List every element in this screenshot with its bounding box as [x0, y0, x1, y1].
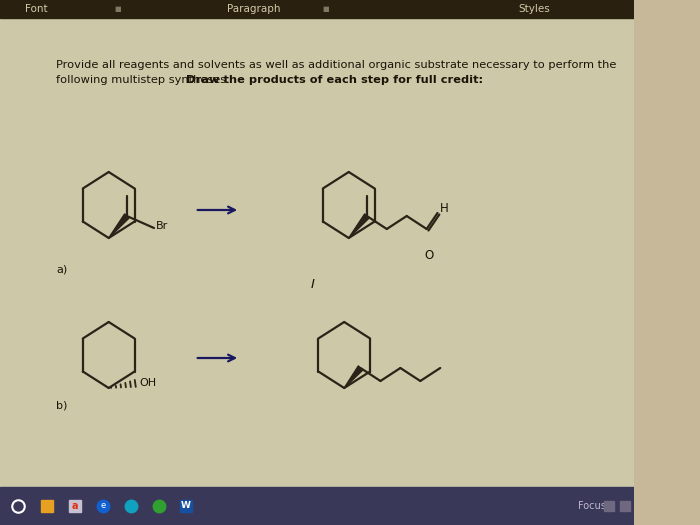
Text: ■: ■: [323, 6, 330, 12]
Bar: [0, 18, 634, 487]
Text: W: W: [181, 501, 190, 510]
Text: following multistep syntheses.: following multistep syntheses.: [56, 75, 237, 85]
Text: a: a: [72, 501, 78, 511]
Bar: [0, 0, 634, 18]
Text: Font: Font: [25, 4, 48, 14]
Text: Styles: Styles: [519, 4, 550, 14]
Text: O: O: [425, 249, 434, 262]
Text: OH: OH: [139, 378, 157, 388]
Bar: [0, 487, 634, 525]
Text: Provide all reagents and solvents as well as additional organic substrate necess: Provide all reagents and solvents as wel…: [56, 60, 617, 70]
Text: H: H: [440, 202, 449, 215]
Text: I: I: [311, 278, 314, 291]
Text: a): a): [56, 265, 67, 275]
Polygon shape: [349, 214, 369, 238]
Text: e: e: [101, 501, 106, 510]
Polygon shape: [108, 214, 129, 238]
Text: Br: Br: [156, 221, 168, 231]
Text: ■: ■: [114, 6, 121, 12]
Text: Paragraph: Paragraph: [227, 4, 281, 14]
Text: b): b): [56, 400, 67, 410]
Polygon shape: [344, 366, 363, 388]
Text: Draw the products of each step for full credit:: Draw the products of each step for full …: [186, 75, 483, 85]
Text: Focus: Focus: [578, 501, 606, 511]
